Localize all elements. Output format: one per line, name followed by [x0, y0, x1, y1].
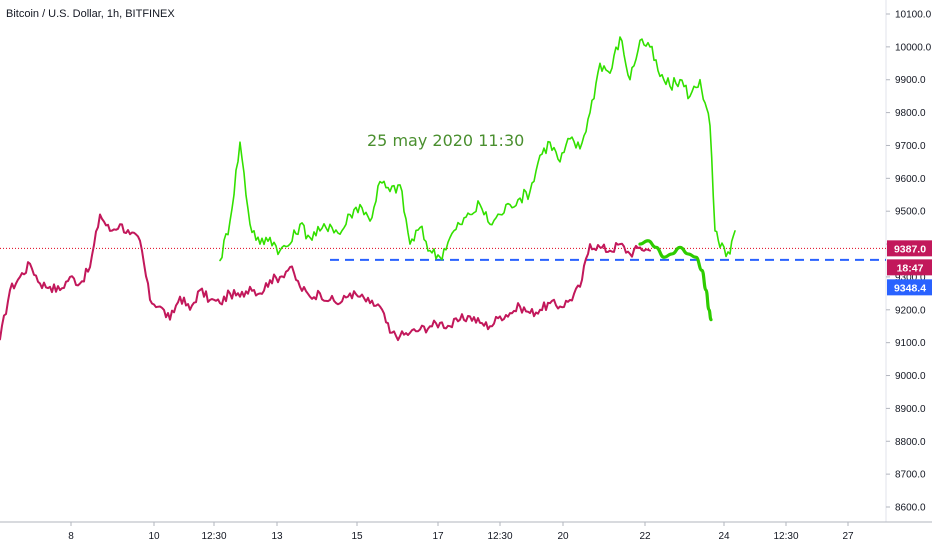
time-tick-label: 8 [68, 531, 74, 542]
price-tick-label: 9100.0 [895, 338, 926, 349]
time-tick-label: 15 [351, 531, 363, 542]
price-tick-label: 9900.0 [895, 75, 926, 86]
price-tick-label: 8800.0 [895, 437, 926, 448]
price-axis-tag-countdown [887, 259, 932, 276]
forecast-series-line [638, 239, 713, 322]
price-axis-tag-level [887, 279, 932, 296]
horizontal-lines [0, 247, 886, 261]
price-tick-label: 10000.0 [895, 42, 932, 53]
time-tick-label: 13 [271, 531, 283, 542]
price-tick-label: 9200.0 [895, 305, 926, 316]
projection-series-line [219, 36, 736, 262]
time-tick-label: 12:30 [201, 531, 226, 542]
time-tick-label: 10 [148, 531, 160, 542]
price-tick-label: 9700.0 [895, 141, 926, 152]
price-tick-label: 9300.0 [895, 272, 926, 283]
price-tick-label: 9000.0 [895, 371, 926, 382]
price-tick-label: 10100.0 [895, 10, 932, 21]
price-tick-label: 9800.0 [895, 108, 926, 119]
price-tick-label: 8600.0 [895, 503, 926, 514]
time-tick-label: 17 [432, 531, 444, 542]
time-tick-label: 12:30 [773, 531, 798, 542]
price-axis-tag-label: 18:47 [897, 262, 924, 274]
price-axis-tags: 9387.0 18:47 9348.4 [887, 240, 932, 296]
price-axis-tag-label: 9348.4 [894, 282, 926, 294]
date-annotation: 25 may 2020 11:30 [367, 131, 525, 150]
series-layer [0, 36, 736, 342]
time-tick-label: 20 [557, 531, 569, 542]
time-tick-label: 12:30 [487, 531, 512, 542]
time-tick-label: 27 [842, 531, 854, 542]
price-axis-tag-label: 9387.0 [894, 243, 926, 255]
time-tick-label: 22 [639, 531, 651, 542]
price-tick-label: 8700.0 [895, 470, 926, 481]
price-series-line [0, 213, 651, 342]
price-tick-label: 9500.0 [895, 207, 926, 218]
symbol-title: Bitcoin / U.S. Dollar, 1h, BITFINEX [6, 8, 175, 20]
time-axis-ticks: 8 10 12:30 13 15 17 12:30 20 22 24 12:30 27 [68, 522, 854, 542]
price-tick-label: 8900.0 [895, 404, 926, 415]
price-tick-label: 9600.0 [895, 174, 926, 185]
price-axis-tag-current [887, 240, 932, 257]
time-tick-label: 24 [718, 531, 730, 542]
